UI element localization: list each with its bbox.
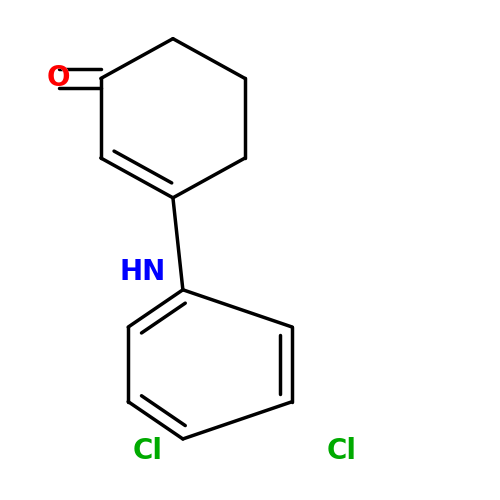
- Text: Cl: Cl: [327, 438, 357, 466]
- Text: HN: HN: [120, 258, 166, 286]
- Text: Cl: Cl: [133, 438, 163, 466]
- Text: Cl: Cl: [327, 438, 357, 466]
- Text: Cl: Cl: [133, 438, 163, 466]
- Text: HN: HN: [120, 258, 166, 286]
- Text: O: O: [47, 64, 70, 92]
- Text: O: O: [47, 64, 70, 92]
